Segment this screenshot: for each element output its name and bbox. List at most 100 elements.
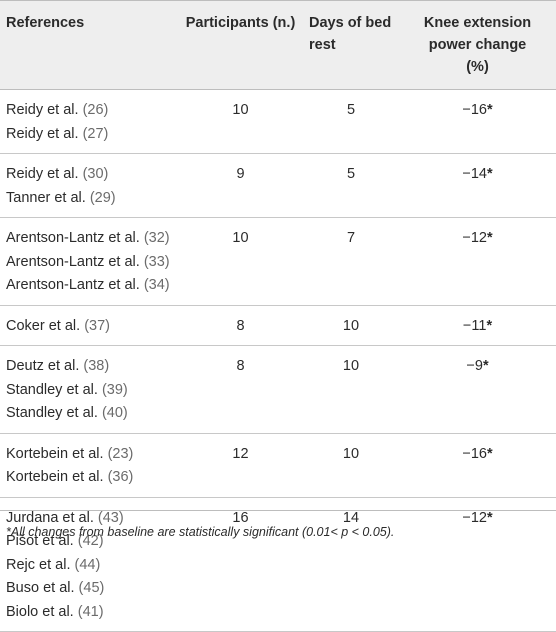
participants-cell: 10 <box>170 227 303 298</box>
participants-cell: 8 <box>170 355 303 426</box>
days-cell: 5 <box>303 99 399 146</box>
header-days-line2: rest <box>309 34 399 56</box>
table-footnote: *All changes from baseline are statistic… <box>6 525 394 539</box>
knee-power-change-cell: −12* <box>399 507 556 625</box>
change-value: −12 <box>462 510 487 526</box>
reference-entry: Kortebein et al. (36) <box>6 466 170 490</box>
reference-number-link[interactable]: (40) <box>102 405 128 421</box>
reference-author: Standley et al. <box>6 382 98 398</box>
knee-power-change-cell: −12* <box>399 227 556 298</box>
reference-author: Kortebein et al. <box>6 446 104 462</box>
days-cell: 10 <box>303 355 399 426</box>
reference-number-link[interactable]: (34) <box>144 277 170 293</box>
header-knee-line3: (%) <box>399 56 556 78</box>
significance-mark: * <box>486 318 492 334</box>
reference-number-link[interactable]: (37) <box>84 318 110 334</box>
reference-number-link[interactable]: (26) <box>83 102 109 118</box>
change-value: −16 <box>462 446 487 462</box>
reference-number-link[interactable]: (36) <box>108 469 134 485</box>
header-references: References <box>0 12 170 89</box>
change-value: −16 <box>462 102 487 118</box>
reference-number-link[interactable]: (33) <box>144 254 170 270</box>
knee-power-change-cell: −16* <box>399 99 556 146</box>
header-participants: Participants (n.) <box>170 12 303 89</box>
header-knee-line1: Knee extension <box>399 12 556 34</box>
reference-entry: Kortebein et al. (23) <box>6 443 170 467</box>
reference-entry: Coker et al. (37) <box>6 315 170 339</box>
reference-entry: Reidy et al. (26) <box>6 99 170 123</box>
reference-number-link[interactable]: (30) <box>83 166 109 182</box>
participants-cell: 8 <box>170 315 303 339</box>
reference-author: Jurdana et al. <box>6 510 94 526</box>
days-cell: 10 <box>303 315 399 339</box>
change-value: −11 <box>463 318 487 334</box>
significance-mark: * <box>487 510 493 526</box>
table-row: Kortebein et al. (23)Kortebein et al. (3… <box>0 434 556 498</box>
header-days-line1: Days of bed <box>309 12 399 34</box>
header-knee-power: Knee extension power change (%) <box>399 12 556 89</box>
references-cell: Coker et al. (37) <box>0 315 170 339</box>
days-cell: 7 <box>303 227 399 298</box>
reference-number-link[interactable]: (44) <box>75 557 101 573</box>
reference-number-link[interactable]: (41) <box>78 604 104 620</box>
reference-entry: Arentson-Lantz et al. (32) <box>6 227 170 251</box>
reference-number-link[interactable]: (27) <box>83 126 109 142</box>
significance-mark: * <box>483 358 489 374</box>
header-days: Days of bed rest <box>303 12 399 89</box>
days-cell: 10 <box>303 443 399 490</box>
knee-power-change-cell: −16* <box>399 443 556 490</box>
reference-number-link[interactable]: (43) <box>98 510 124 526</box>
references-cell: Reidy et al. (26)Reidy et al. (27) <box>0 99 170 146</box>
reference-number-link[interactable]: (39) <box>102 382 128 398</box>
reference-entry: Rejc et al. (44) <box>6 554 170 578</box>
reference-number-link[interactable]: (23) <box>108 446 134 462</box>
knee-power-change-cell: −9* <box>399 355 556 426</box>
header-knee-line2: power change <box>399 34 556 56</box>
reference-author: Reidy et al. <box>6 102 79 118</box>
significance-mark: * <box>487 166 493 182</box>
reference-author: Coker et al. <box>6 318 80 334</box>
reference-author: Arentson-Lantz et al. <box>6 230 140 246</box>
reference-entry: Deutz et al. (38) <box>6 355 170 379</box>
knee-power-change-cell: −14* <box>399 163 556 210</box>
table-row: Deutz et al. (38)Standley et al. (39)Sta… <box>0 346 556 434</box>
header-participants-label: Participants (n.) <box>186 15 296 31</box>
reference-number-link[interactable]: (45) <box>79 580 105 596</box>
change-value: −12 <box>462 230 487 246</box>
knee-power-change-cell: −11* <box>399 315 556 339</box>
reference-entry: Arentson-Lantz et al. (33) <box>6 251 170 275</box>
reference-author: Reidy et al. <box>6 166 79 182</box>
references-cell: Kortebein et al. (23)Kortebein et al. (3… <box>0 443 170 490</box>
references-cell: Reidy et al. (30) Tanner et al. (29) <box>0 163 170 210</box>
table-header: References Participants (n.) Days of bed… <box>0 0 556 90</box>
reference-author: Kortebein et al. <box>6 469 104 485</box>
change-value: −9 <box>466 358 483 374</box>
footnote-divider <box>0 510 556 511</box>
table-row: Jurdana et al. (43)Pišot et al. (42)Rejc… <box>0 498 556 632</box>
header-references-label: References <box>6 15 84 31</box>
reference-author: Arentson-Lantz et al. <box>6 254 140 270</box>
reference-author: Arentson-Lantz et al. <box>6 277 140 293</box>
reference-author: Reidy et al. <box>6 126 79 142</box>
reference-entry: Standley et al. (40) <box>6 402 170 426</box>
reference-author: Tanner et al. <box>6 190 86 206</box>
significance-mark: * <box>487 230 493 246</box>
participants-cell: 12 <box>170 443 303 490</box>
significance-mark: * <box>487 102 493 118</box>
reference-number-link[interactable]: (32) <box>144 230 170 246</box>
days-cell: 5 <box>303 163 399 210</box>
reference-author: Rejc et al. <box>6 557 70 573</box>
references-cell: Arentson-Lantz et al. (32)Arentson-Lantz… <box>0 227 170 298</box>
references-cell: Deutz et al. (38)Standley et al. (39)Sta… <box>0 355 170 426</box>
reference-number-link[interactable]: (29) <box>90 190 116 206</box>
reference-number-link[interactable]: (38) <box>83 358 109 374</box>
reference-entry: Buso et al. (45) <box>6 577 170 601</box>
reference-entry: Arentson-Lantz et al. (34) <box>6 274 170 298</box>
reference-entry: Biolo et al. (41) <box>6 601 170 625</box>
reference-entry: Standley et al. (39) <box>6 379 170 403</box>
significance-mark: * <box>487 446 493 462</box>
reference-author: Buso et al. <box>6 580 75 596</box>
